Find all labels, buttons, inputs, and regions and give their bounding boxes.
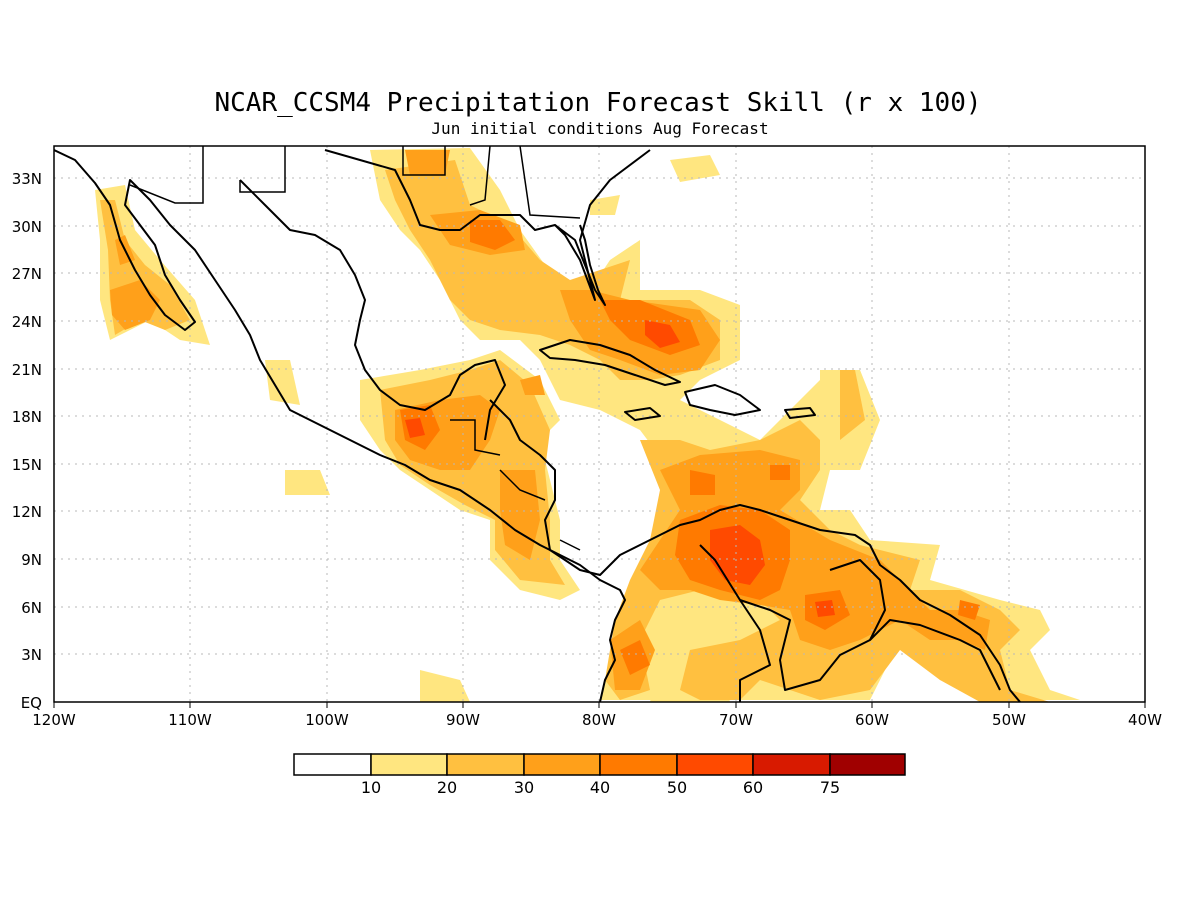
y-tick-label: 30N xyxy=(12,218,42,236)
y-tick-label: 33N xyxy=(12,170,42,188)
colorbar-bin xyxy=(599,753,678,776)
x-tick-label: 40W xyxy=(1128,711,1162,729)
colorbar-tick-label: 10 xyxy=(361,778,381,797)
y-tick-label: 3N xyxy=(21,646,42,664)
x-tick-label: 70W xyxy=(719,711,753,729)
y-tick-label: 6N xyxy=(21,599,42,617)
x-tick-label: 100W xyxy=(305,711,349,729)
colorbar: 10 20 30 40 50 60 75 xyxy=(293,753,906,797)
colorbar-tick-label: 60 xyxy=(743,778,763,797)
map-subtitle: Jun initial conditions Aug Forecast xyxy=(431,119,768,138)
colorbar-bin xyxy=(829,753,906,776)
skill-band-50-60 xyxy=(405,320,835,617)
y-axis-labels: EQ 3N 6N 9N 12N 15N 18N 21N 24N 27N 30N … xyxy=(12,170,42,712)
skill-shading xyxy=(95,148,1080,702)
y-tick-label: 27N xyxy=(12,265,42,283)
colorbar-tick-label: 30 xyxy=(514,778,534,797)
y-tick-label: 12N xyxy=(12,503,42,521)
x-tick-label: 120W xyxy=(32,711,76,729)
y-tick-label: 18N xyxy=(12,408,42,426)
colorbar-bin xyxy=(676,753,754,776)
colorbar-bin xyxy=(523,753,601,776)
x-tick-label: 60W xyxy=(855,711,889,729)
x-axis-labels: 120W 110W 100W 90W 80W 70W 60W 50W 40W xyxy=(32,711,1162,729)
colorbar-bin xyxy=(446,753,525,776)
y-tick-label: 21N xyxy=(12,361,42,379)
map-title: NCAR_CCSM4 Precipitation Forecast Skill … xyxy=(214,88,981,118)
colorbar-bin xyxy=(293,753,372,776)
x-tick-label: 50W xyxy=(992,711,1026,729)
y-tick-label: EQ xyxy=(21,694,42,712)
colorbar-bin xyxy=(370,753,448,776)
x-tick-label: 80W xyxy=(582,711,616,729)
plot-area xyxy=(53,145,1146,708)
y-tick-label: 24N xyxy=(12,313,42,331)
map-gridlines xyxy=(54,146,1145,702)
coastlines xyxy=(54,149,1021,702)
y-tick-label: 15N xyxy=(12,456,42,474)
x-tick-label: 90W xyxy=(446,711,480,729)
colorbar-tick-label: 50 xyxy=(667,778,687,797)
colorbar-bin xyxy=(752,753,831,776)
axis-ticks xyxy=(53,702,1146,708)
y-tick-label: 9N xyxy=(21,551,42,569)
x-tick-label: 110W xyxy=(168,711,212,729)
colorbar-tick-label: 75 xyxy=(820,778,840,797)
colorbar-tick-label: 20 xyxy=(437,778,457,797)
political-borders xyxy=(129,146,581,551)
colorbar-tick-label: 40 xyxy=(590,778,610,797)
